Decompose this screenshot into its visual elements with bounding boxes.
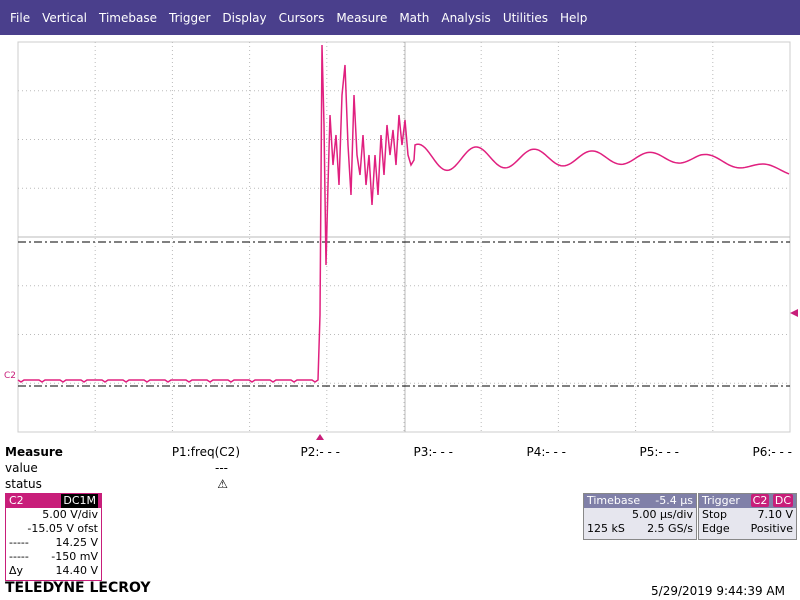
- trig-slope: Positive: [750, 522, 793, 535]
- trig-mode: Stop: [702, 508, 728, 521]
- menu-item[interactable]: Measure: [336, 10, 388, 25]
- row-value: ⚠: [217, 477, 228, 491]
- display: C2: [4, 41, 798, 440]
- menu-item[interactable]: Timebase: [99, 10, 157, 25]
- row-label: value: [5, 461, 38, 475]
- channel-box: C2 DC1M 5.00 V/div -15.05 V ofst ----- 14.…: [5, 493, 102, 581]
- tb-samples: 125 kS: [587, 522, 625, 535]
- timebase-box: Timebase -5.4 µs 5.00 µs/div 125 kS 2.5 GS…: [583, 493, 697, 540]
- menu-item[interactable]: Utilities: [502, 10, 548, 25]
- brand: TELEDYNE LECROY: [5, 580, 151, 596]
- timestamp: 5/29/2019 9:44:39 AM: [651, 584, 785, 598]
- trace-label: C2: [4, 371, 16, 381]
- param-label: P6:- - -: [752, 445, 792, 459]
- menu-item[interactable]: Analysis: [441, 10, 491, 25]
- trigger-pos: [316, 434, 324, 440]
- trig-title: Trigger: [702, 494, 740, 507]
- param-label: P2:- - -: [300, 445, 340, 459]
- cursor-cell: 14.25 V: [55, 536, 98, 549]
- waveform: [17, 44, 790, 383]
- ch-name: C2: [9, 494, 24, 507]
- row-value: ---: [215, 461, 228, 475]
- trig-source: C2: [750, 494, 770, 507]
- tb-title: Timebase: [587, 494, 641, 507]
- ch-scale: 5.00 V/div: [42, 508, 98, 521]
- tb-scale: 5.00 µs/div: [632, 508, 693, 521]
- menu-item[interactable]: File: [10, 10, 31, 25]
- trig-coupling: DC: [772, 494, 793, 507]
- cursor-cell: -----: [9, 536, 29, 549]
- trig-level: 7.10 V: [757, 508, 793, 521]
- trigger-marker: [790, 309, 798, 317]
- measure-title: Measure: [5, 445, 63, 459]
- trigger-box: Trigger C2 DC Stop 7.10 V Edge Positive: [698, 493, 797, 540]
- param-label: P5:- - -: [639, 445, 679, 459]
- param-label: P3:- - -: [413, 445, 453, 459]
- ch-offset: -15.05 V ofst: [27, 522, 98, 535]
- menu-item[interactable]: Display: [222, 10, 267, 25]
- menu-bar: File Vertical Timebase Trigger Display Cursor…: [0, 0, 800, 35]
- cursor-cell: -----: [9, 550, 29, 563]
- tb-rate: 2.5 GS/s: [647, 522, 693, 535]
- row-label: status: [5, 477, 42, 491]
- trig-type: Edge: [702, 522, 730, 535]
- menu-item[interactable]: Vertical: [42, 10, 88, 25]
- menu-item[interactable]: Math: [399, 10, 430, 25]
- cursor-cell: -150 mV: [51, 550, 98, 563]
- cursor-cell: Δy: [9, 564, 24, 577]
- menu-item[interactable]: Help: [559, 10, 588, 25]
- menu-item[interactable]: Trigger: [169, 10, 211, 25]
- ch-coupling: DC1M: [61, 494, 98, 508]
- tb-delay: -5.4 µs: [655, 494, 693, 507]
- param-label: P1:freq(C2): [171, 445, 240, 459]
- param-label: P4:- - -: [526, 445, 566, 459]
- cursor-row: ----- -150 mV: [6, 550, 101, 564]
- cursor-cell: 14.40 V: [55, 564, 98, 577]
- cursor-row: ----- 14.25 V: [6, 536, 101, 550]
- cursor-row: Δy 14.40 V: [6, 564, 101, 578]
- menu-item[interactable]: Cursors: [278, 10, 325, 25]
